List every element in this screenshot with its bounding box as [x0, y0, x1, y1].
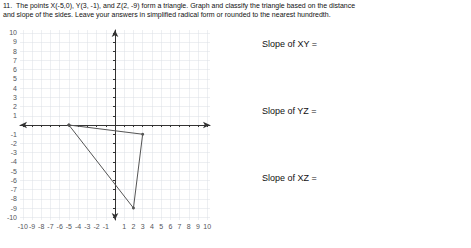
svg-text:10: 10 — [9, 29, 17, 36]
svg-text:5: 5 — [13, 75, 17, 82]
svg-text:6: 6 — [13, 66, 17, 73]
svg-text:Slope of YZ =: Slope of YZ = — [262, 106, 317, 116]
svg-text:-8: -8 — [11, 195, 17, 202]
svg-text:7: 7 — [13, 57, 17, 64]
svg-text:-2: -2 — [11, 140, 17, 147]
svg-text:-10: -10 — [18, 223, 28, 230]
svg-text:7: 7 — [178, 223, 182, 230]
svg-text:-9: -9 — [29, 223, 35, 230]
svg-text:3: 3 — [13, 94, 17, 101]
svg-text:5: 5 — [159, 223, 163, 230]
svg-text:-1: -1 — [103, 223, 109, 230]
svg-text:-5: -5 — [11, 168, 17, 175]
svg-text:4: 4 — [13, 85, 17, 92]
svg-text:10: 10 — [203, 223, 211, 230]
svg-text:Slope of XY =: Slope of XY = — [262, 39, 317, 49]
svg-text:8: 8 — [187, 223, 191, 230]
svg-text:-4: -4 — [75, 223, 81, 230]
svg-text:-7: -7 — [11, 186, 17, 193]
svg-text:-6: -6 — [57, 223, 63, 230]
svg-text:9: 9 — [13, 38, 17, 45]
svg-text:1: 1 — [122, 223, 126, 230]
svg-text:-2: -2 — [93, 223, 99, 230]
svg-text:9: 9 — [196, 223, 200, 230]
svg-text:11. The points X(-5,0), Y(3,: 11. The points X(-5,0), Y(3, -1), and Z(… — [3, 2, 355, 10]
svg-text:2: 2 — [131, 223, 135, 230]
svg-text:-9: -9 — [11, 205, 17, 212]
svg-text:Slope of XZ =: Slope of XZ = — [262, 173, 317, 183]
svg-text:-4: -4 — [11, 158, 17, 165]
svg-text:-10: -10 — [7, 214, 17, 221]
svg-text:1: 1 — [13, 112, 17, 119]
svg-text:and slope of the sides. Leave: and slope of the sides. Leave your answe… — [3, 11, 331, 19]
svg-text:-7: -7 — [47, 223, 53, 230]
svg-text:3: 3 — [141, 223, 145, 230]
svg-text:-6: -6 — [11, 177, 17, 184]
svg-text:2: 2 — [13, 103, 17, 110]
svg-text:4: 4 — [150, 223, 154, 230]
svg-text:-3: -3 — [84, 223, 90, 230]
svg-text:-3: -3 — [11, 149, 17, 156]
svg-text:8: 8 — [13, 48, 17, 55]
svg-text:6: 6 — [168, 223, 172, 230]
svg-text:-8: -8 — [38, 223, 44, 230]
svg-text:-1: -1 — [11, 131, 17, 138]
svg-text:-5: -5 — [66, 223, 72, 230]
